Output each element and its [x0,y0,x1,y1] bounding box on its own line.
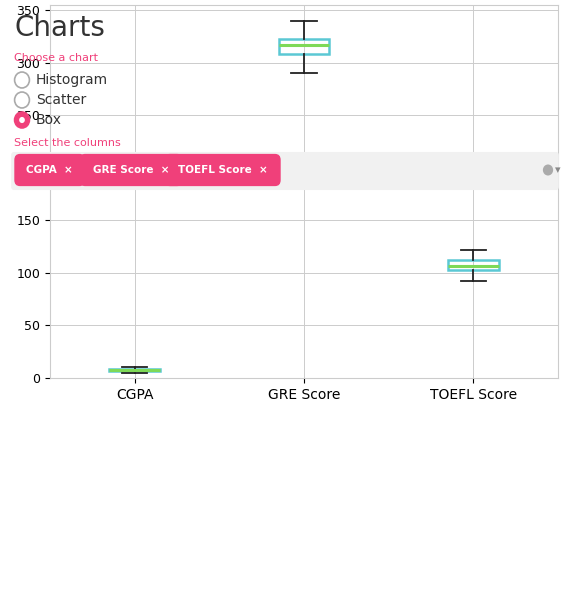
Text: Box: Box [36,113,62,127]
Text: Choose a chart: Choose a chart [14,53,98,63]
Text: Charts: Charts [14,14,105,42]
Text: CGPA  ×: CGPA × [26,165,73,175]
Text: Select the columns: Select the columns [14,138,121,148]
Text: TOEFL Score  ×: TOEFL Score × [178,165,267,175]
Text: ▾: ▾ [555,165,560,175]
Text: Scatter: Scatter [36,93,86,107]
Text: Histogram: Histogram [36,73,108,87]
Text: GRE Score  ×: GRE Score × [93,165,169,175]
